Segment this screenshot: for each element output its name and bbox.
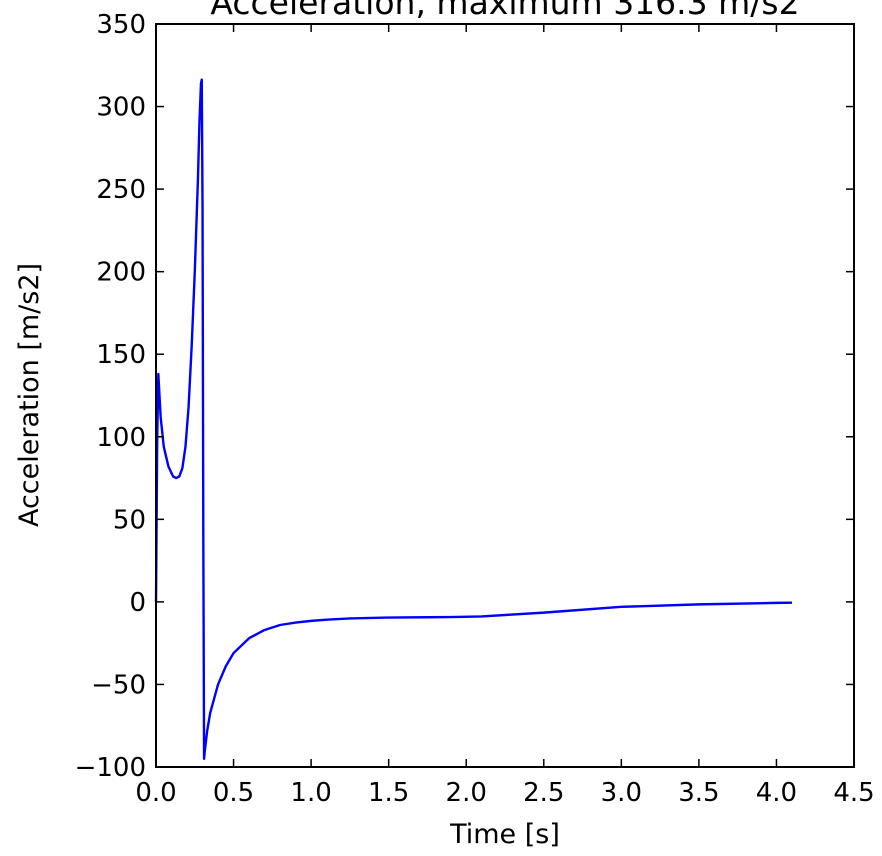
y-tick-label: −50: [91, 670, 146, 700]
chart-title: Acceleration, maximum 316.3 m/s2: [210, 0, 799, 22]
x-tick-label: 4.0: [756, 778, 797, 808]
y-tick-label: 350: [96, 10, 146, 40]
x-tick-label: 1.0: [290, 778, 331, 808]
plot-area: [156, 24, 854, 767]
series-line-0: [154, 78, 792, 760]
x-tick-label: 3.0: [601, 778, 642, 808]
y-tick-label: 300: [96, 93, 146, 123]
x-tick-label: 2.0: [446, 778, 487, 808]
x-tick-label: 3.5: [678, 778, 719, 808]
y-tick-label: 50: [113, 505, 146, 535]
plot-frame: [155, 23, 855, 768]
series-layer: [154, 78, 792, 760]
y-tick-label: −100: [75, 753, 146, 783]
x-tick-label: 0.0: [135, 778, 176, 808]
y-tick-label: 0: [129, 588, 146, 618]
y-tick-label: 100: [96, 423, 146, 453]
y-tick-label: 200: [96, 258, 146, 288]
x-tick-label: 0.5: [213, 778, 254, 808]
y-axis-label: Acceleration [m/s2]: [14, 263, 45, 527]
x-tick-label: 1.5: [368, 778, 409, 808]
x-tick-label: 4.5: [833, 778, 874, 808]
x-axis-label: Time [s]: [449, 819, 560, 850]
x-tick-label: 2.5: [523, 778, 564, 808]
tick-labels-layer: 0.0 0.5 1.0 1.5 2.0 2.5 3.0 3.5 4.0 4.5 −100 −50 0 50…: [75, 10, 875, 808]
y-tick-label: 250: [96, 175, 146, 205]
y-tick-label: 150: [96, 340, 146, 370]
